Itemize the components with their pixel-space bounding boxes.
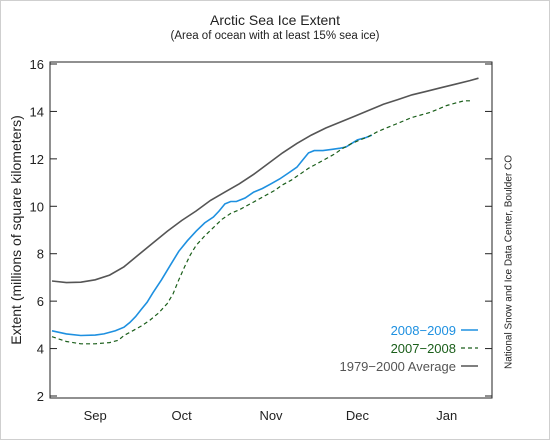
x-tick-label: Sep [84, 408, 107, 423]
x-tick-label: Dec [346, 408, 370, 423]
chart-subtitle: (Area of ocean with at least 15% sea ice… [170, 30, 380, 42]
plot-area [49, 61, 493, 399]
y-tick-label: 6 [37, 294, 44, 309]
y-tick-label: 2 [37, 389, 44, 404]
series-line-1 [51, 134, 373, 337]
y-tick-label: 10 [30, 199, 44, 214]
y-tick-label: 4 [37, 342, 44, 357]
y-tick-label: 16 [30, 57, 44, 72]
legend-label-1: 2008−2009 [391, 323, 456, 338]
x-tick-label: Jan [436, 408, 457, 423]
x-tick-label: Nov [259, 408, 283, 423]
y-tick-label: 14 [30, 104, 44, 119]
chart-title: Arctic Sea Ice Extent [210, 12, 340, 28]
legend-label-2: 2007−2008 [391, 341, 456, 356]
x-tick-label: Oct [172, 408, 193, 423]
y-tick-label: 8 [37, 247, 44, 262]
y-tick-label: 12 [30, 152, 44, 167]
series-line-3 [51, 77, 479, 284]
legend-label-3: 1979−2000 Average [339, 359, 456, 374]
series-line-2 [51, 100, 473, 345]
